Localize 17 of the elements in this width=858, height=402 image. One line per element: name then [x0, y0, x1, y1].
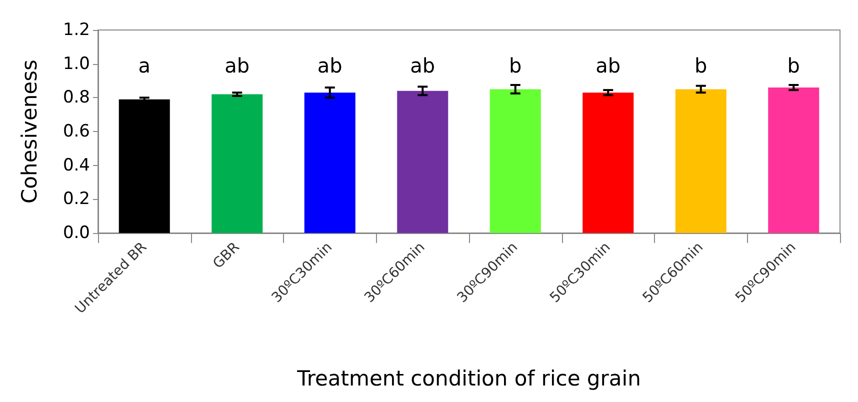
y-tick-label: 0.2	[62, 189, 90, 210]
annotation: ab	[596, 54, 621, 78]
y-tick-label: 0.0	[62, 223, 90, 243]
y-tick-label: 1.0	[62, 54, 90, 74]
y-tick-label: 0.4	[62, 155, 90, 176]
annotation: b	[787, 54, 800, 78]
annotation: a	[138, 54, 151, 78]
y-tick-label: 0.6	[62, 122, 90, 142]
annotation: b	[694, 54, 708, 78]
annotation: ab	[410, 54, 436, 78]
y-tick-label: 1.2	[62, 20, 90, 40]
annotation: ab	[317, 54, 342, 78]
y-tick-label: 0.8	[62, 88, 90, 108]
y-axis-title: Cohesiveness	[18, 60, 42, 204]
annotation: b	[509, 54, 522, 78]
annotation: ab	[224, 54, 250, 78]
x-axis-title: Treatment condition of rice grain	[296, 366, 641, 390]
